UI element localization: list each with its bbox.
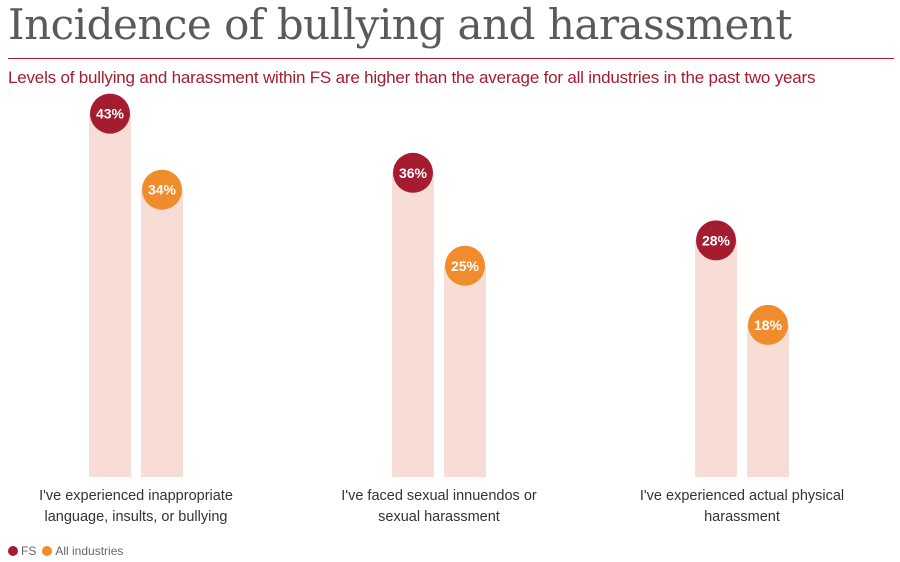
bar-chart: 43% 34% I've experienced inappropriate lang… [39, 93, 844, 525]
category-label-1-line-2: language, insults, or bullying [45, 509, 228, 525]
value-marker-fs-3 [696, 220, 736, 261]
bar-fs-2 [392, 172, 434, 478]
bar-all-industries-3 [747, 324, 789, 477]
category-label-3-line-1: I've experienced actual physical [640, 488, 844, 504]
data-label-fs-2: 36% [399, 165, 428, 181]
value-marker-fs-1 [90, 93, 130, 134]
value-marker-all-industries-2 [445, 245, 485, 286]
value-marker-all-industries-3 [748, 304, 788, 345]
value-marker-all-industries-1 [142, 169, 182, 210]
data-label-all-industries-2: 25% [451, 258, 480, 274]
legend-swatch-all-industries [42, 546, 53, 556]
data-label-all-industries-3: 18% [754, 317, 783, 333]
bar-group-1: 43% 34% I've experienced inappropriate lang… [39, 93, 233, 525]
legend-label-all-industries: All industries [55, 544, 124, 558]
data-label-all-industries-1: 34% [148, 182, 177, 198]
legend-swatch-fs [8, 546, 18, 556]
category-label-2-line-1: I've faced sexual innuendos or [341, 488, 537, 504]
legend-item-fs: FS [8, 544, 36, 558]
data-label-fs-1: 43% [96, 106, 125, 122]
category-label-1-line-1: I've experienced inappropriate [39, 488, 233, 504]
page-subtitle: Levels of bullying and harassment within… [8, 68, 816, 87]
legend-label-fs: FS [21, 544, 37, 558]
bar-all-industries-2 [444, 265, 486, 477]
data-label-fs-3: 28% [702, 232, 731, 248]
title-divider [8, 58, 894, 59]
bar-group-2: 36% 25% I've faced sexual innuendos or sexu… [341, 152, 537, 525]
page-title: Incidence of bullying and harassment [8, 0, 792, 49]
legend: FS All industries [8, 544, 129, 558]
legend-item-all-industries: All industries [42, 544, 123, 558]
category-label-3-line-2: harassment [704, 509, 780, 525]
category-label-2-line-2: sexual harassment [378, 509, 500, 525]
bar-group-3: 28% 18% I've experienced actual physical ha… [640, 220, 844, 525]
bar-all-industries-1 [141, 189, 183, 477]
bar-fs-3 [695, 240, 737, 477]
bar-fs-1 [89, 113, 131, 478]
value-marker-fs-2 [393, 152, 433, 193]
